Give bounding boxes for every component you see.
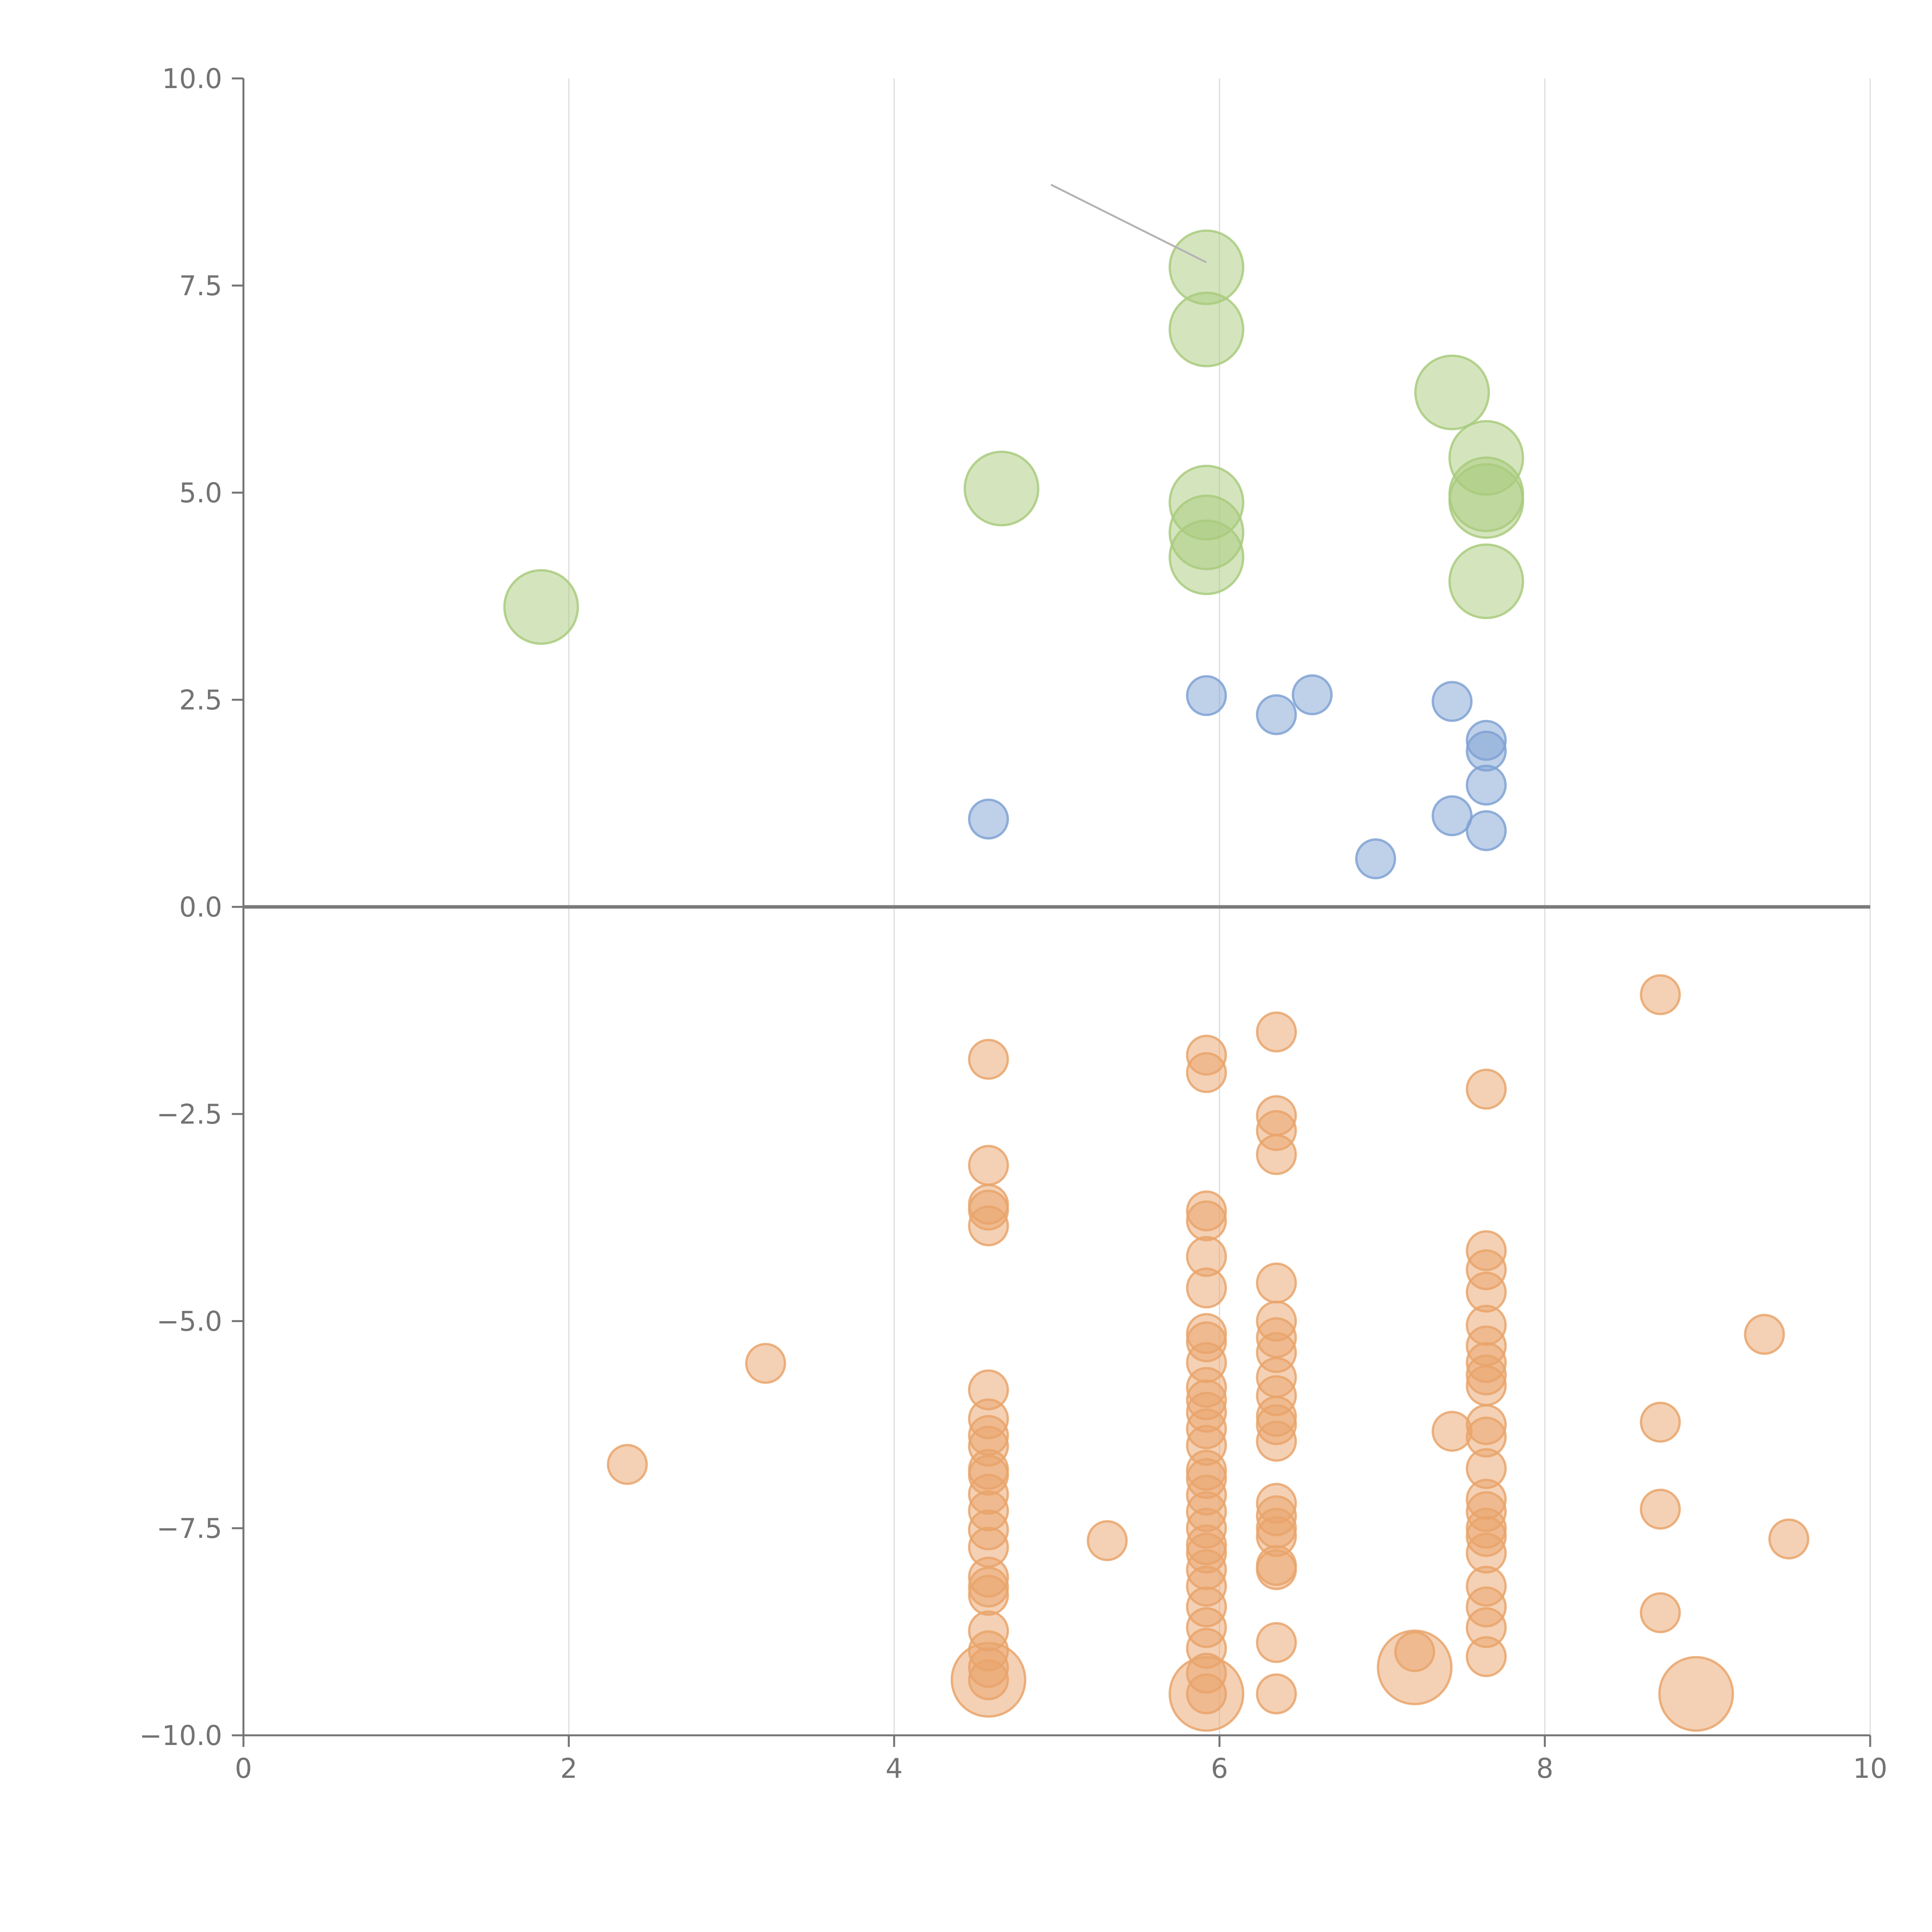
data-point [968,798,1009,840]
data-point [1256,1673,1297,1714]
data-point [1658,1656,1734,1732]
x-tick-label: 4 [886,1753,903,1784]
y-tick-label: 7.5 [179,270,222,302]
data-point [1256,1262,1297,1304]
data-point [1256,1622,1297,1663]
y-tick-label: −2.5 [156,1099,222,1130]
data-point [1256,1549,1297,1590]
data-point [1355,838,1396,879]
y-tick-label: 2.5 [179,684,222,716]
data-point [1466,1636,1507,1677]
data-point [1639,1401,1681,1443]
data-point [1639,1592,1681,1633]
data-point [1168,519,1245,595]
x-tick-label: 10 [1853,1753,1887,1784]
x-tick-label: 6 [1211,1753,1228,1784]
y-tick-label: 10.0 [162,63,222,95]
data-point [1256,1011,1297,1053]
data-point [1432,681,1473,722]
data-point [1168,1656,1245,1732]
x-tick-label: 2 [560,1753,578,1784]
data-point [968,1575,1009,1616]
data-point [607,1444,648,1485]
data-point [1377,1629,1453,1706]
data-point [1466,764,1507,806]
data-point [1186,1267,1227,1309]
data-point [1466,810,1507,851]
y-tick-label: 0.0 [179,891,222,923]
data-point [968,1205,1009,1247]
data-point [1448,463,1524,539]
data-point [1466,1068,1507,1110]
data-point [1466,1365,1507,1406]
data-point [968,1039,1009,1080]
data-points [503,229,1810,1732]
x-tick-label: 0 [235,1753,252,1784]
data-point [1639,1488,1681,1530]
axes: 0 2 4 6 8 10 10.0 7.5 5.0 2.5 0.0 −2.5 −5.0 −7.5 −10.0 [139,63,1887,1784]
data-point [1087,1520,1128,1561]
data-point [1291,674,1333,716]
data-point [1432,1411,1473,1452]
annotation-leader-line [1050,184,1207,264]
data-point [1768,1518,1810,1560]
y-tick-label: −5.0 [156,1306,222,1337]
data-point [1186,1200,1227,1242]
y-tick-label: 5.0 [179,477,222,509]
data-point [1639,974,1681,1015]
data-point [1186,675,1227,716]
data-point [1256,694,1297,735]
data-point [1414,354,1490,430]
data-point [1744,1314,1785,1355]
data-point [503,569,579,645]
data-point [968,1145,1009,1186]
y-tick-label: −10.0 [139,1720,222,1752]
data-point [1256,1420,1297,1462]
y-tick-label: −7.5 [156,1513,222,1544]
x-tick-label: 8 [1536,1753,1554,1784]
data-point [1168,291,1245,367]
data-point [1256,1134,1297,1175]
data-point [745,1343,786,1384]
data-point [951,1642,1027,1718]
data-point [1448,543,1524,619]
data-point [963,451,1039,527]
data-point [1186,1052,1227,1093]
data-point [1432,795,1473,837]
